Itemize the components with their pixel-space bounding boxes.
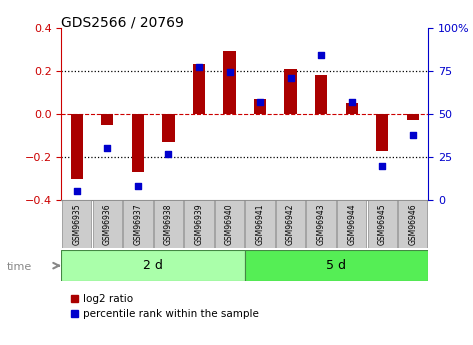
Text: GSM96938: GSM96938 (164, 204, 173, 245)
Text: GSM96935: GSM96935 (72, 204, 81, 245)
Point (287, 75, 294, 80)
Text: GDS2566 / 20769: GDS2566 / 20769 (61, 16, 184, 30)
Bar (376, 114, 388, 150)
Text: 2 d: 2 d (143, 259, 163, 272)
Point (378, 163, 386, 168)
FancyBboxPatch shape (245, 250, 428, 281)
FancyBboxPatch shape (61, 250, 245, 281)
Point (104, 146, 111, 151)
Point (409, 132, 417, 137)
Point (317, 52, 325, 58)
FancyBboxPatch shape (62, 200, 91, 248)
Text: GSM96936: GSM96936 (103, 204, 112, 245)
Text: GSM96945: GSM96945 (378, 204, 387, 245)
Point (256, 99, 264, 105)
Text: GSM96943: GSM96943 (316, 204, 325, 245)
FancyBboxPatch shape (368, 200, 397, 248)
FancyBboxPatch shape (398, 200, 428, 248)
Point (165, 151, 172, 156)
Text: GSM96944: GSM96944 (347, 204, 356, 245)
Bar (346, 103, 358, 114)
Bar (70, 114, 83, 179)
FancyBboxPatch shape (123, 200, 152, 248)
FancyBboxPatch shape (276, 200, 305, 248)
Point (73, 189, 80, 194)
Text: GSM96942: GSM96942 (286, 204, 295, 245)
Bar (193, 64, 205, 114)
Point (134, 184, 141, 189)
Bar (315, 75, 327, 114)
FancyBboxPatch shape (245, 200, 275, 248)
Point (348, 99, 356, 105)
Point (226, 70, 233, 75)
Bar (407, 114, 419, 120)
Bar (223, 51, 236, 114)
Text: GSM96939: GSM96939 (194, 204, 203, 245)
Text: GSM96941: GSM96941 (255, 204, 264, 245)
Bar (254, 99, 266, 114)
FancyBboxPatch shape (337, 200, 367, 248)
Bar (162, 114, 175, 142)
Bar (132, 114, 144, 172)
Text: 5 d: 5 d (326, 259, 346, 272)
FancyBboxPatch shape (93, 200, 122, 248)
Bar (284, 69, 297, 114)
Legend: log2 ratio, percentile rank within the sample: log2 ratio, percentile rank within the s… (67, 290, 263, 323)
FancyBboxPatch shape (154, 200, 183, 248)
Bar (101, 114, 114, 125)
Text: time: time (7, 263, 32, 272)
FancyBboxPatch shape (215, 200, 244, 248)
Text: GSM96946: GSM96946 (408, 204, 417, 245)
Text: GSM96940: GSM96940 (225, 204, 234, 245)
FancyBboxPatch shape (307, 200, 336, 248)
Point (195, 65, 203, 70)
FancyBboxPatch shape (184, 200, 214, 248)
Text: GSM96937: GSM96937 (133, 204, 142, 245)
